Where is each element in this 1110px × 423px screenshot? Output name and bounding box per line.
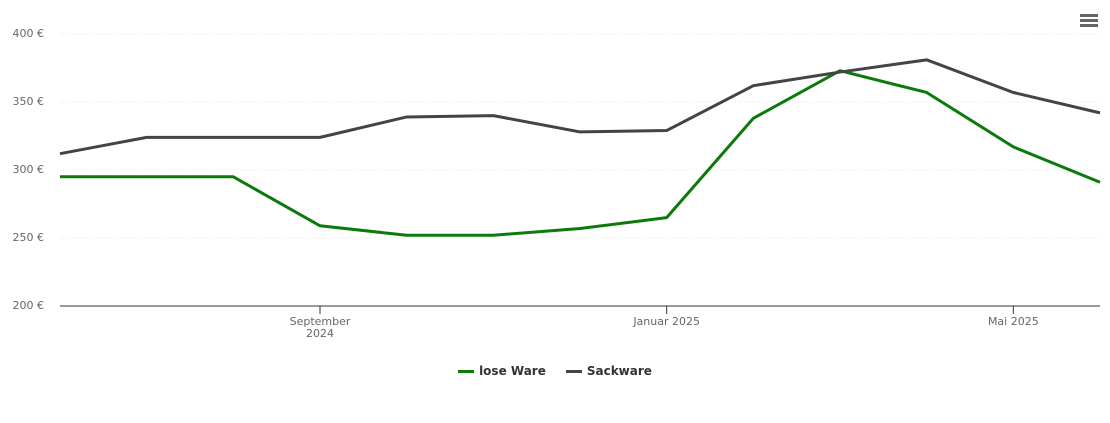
x-tick-label: Januar 2025 bbox=[633, 315, 700, 328]
legend-label: Sackware bbox=[586, 364, 652, 378]
series-line bbox=[60, 69, 1101, 237]
legend: lose Ware Sackware bbox=[0, 364, 1110, 378]
y-tick-label: 400 € bbox=[13, 27, 45, 40]
series-line bbox=[59, 58, 1101, 156]
y-tick-label: 300 € bbox=[13, 163, 45, 176]
legend-label: lose Ware bbox=[479, 364, 546, 378]
legend-item[interactable]: Sackware bbox=[565, 364, 652, 378]
y-tick-label: 350 € bbox=[13, 95, 45, 108]
x-tick-label: September 2024 bbox=[289, 315, 351, 340]
y-tick-label: 250 € bbox=[13, 231, 45, 244]
menu-icon[interactable] bbox=[1080, 14, 1098, 27]
x-tick-label: Mai 2025 bbox=[987, 315, 1039, 328]
y-tick-label: 200 € bbox=[13, 299, 45, 312]
legend-item[interactable]: lose Ware bbox=[458, 364, 546, 378]
legend-swatch bbox=[565, 370, 582, 373]
legend-swatch bbox=[458, 370, 475, 373]
